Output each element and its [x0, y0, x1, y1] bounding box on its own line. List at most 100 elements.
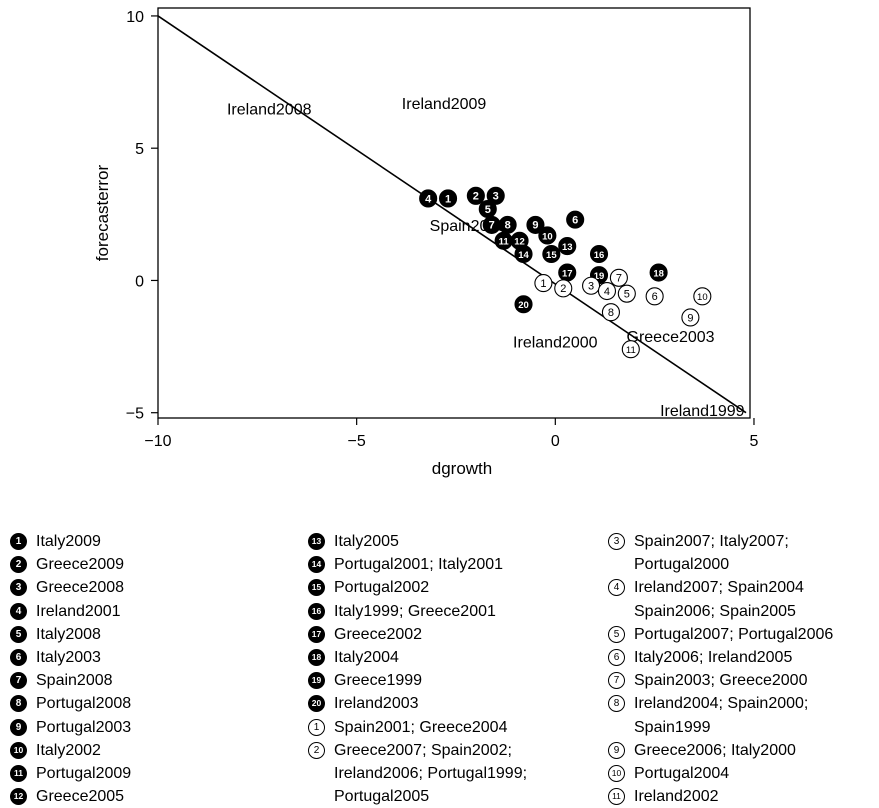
- marker-number: 7: [616, 273, 622, 285]
- legend-entry: 4 Ireland2007; Spain2004 Spain2006; Spain…: [608, 576, 878, 622]
- marker-number: 3: [493, 191, 499, 203]
- scatter-marker: 4: [419, 189, 438, 208]
- marker-number: 5: [624, 288, 630, 300]
- scatter-marker: 5: [617, 284, 636, 303]
- legend-label: Portugal2007; Portugal2006: [634, 625, 834, 643]
- y-axis-label: forecasterror: [93, 164, 112, 261]
- legend-label: Italy2006; Ireland2005: [634, 649, 793, 667]
- legend-entry: 5 Italy2008: [10, 623, 280, 646]
- marker-circle: [419, 189, 438, 208]
- legend-marker: 9: [608, 741, 625, 759]
- marker-number: 7: [489, 220, 495, 232]
- legend-label: Portugal2004: [634, 765, 730, 783]
- legend-entry: 13 Italy2005: [308, 530, 598, 553]
- legend-marker: 2: [308, 741, 325, 759]
- text-point: Ireland2000: [513, 334, 598, 351]
- scatter-marker: 8: [601, 303, 620, 322]
- marker-number: 4: [604, 286, 610, 298]
- legend-label: Italy2009: [36, 533, 101, 550]
- marker-circle: [486, 186, 505, 205]
- x-axis: −10 −5 0 5: [144, 418, 759, 450]
- marker-number: 6: [572, 214, 578, 226]
- legend-marker: 19: [308, 672, 325, 690]
- marker-circle: [609, 268, 628, 287]
- legend-entry: 10 Italy2002: [10, 739, 280, 762]
- text-point: Ireland2008: [227, 102, 312, 119]
- marker-number: 17: [562, 268, 573, 279]
- legend-entry: 7 Spain2003; Greece2000: [608, 669, 878, 692]
- legend-label: Greece2007; Spain2002; Ireland2006; Port…: [334, 741, 528, 806]
- x-tick-label: 5: [750, 433, 759, 450]
- legend-marker: 6: [608, 649, 625, 667]
- marker-number: 8: [608, 307, 614, 319]
- marker-circle: [514, 295, 533, 314]
- marker-circle: [621, 340, 640, 359]
- legend-marker: 6: [10, 649, 27, 667]
- scatter-marker: 7: [609, 268, 628, 287]
- legend-label: Greece2009: [36, 556, 125, 574]
- marker-number: 18: [653, 268, 664, 279]
- y-tick-label: 5: [135, 141, 144, 158]
- legend-entry: 12 Greece2005: [10, 785, 280, 808]
- legend-marker: 15: [308, 579, 325, 597]
- marker-number: 15: [546, 250, 557, 261]
- legend-label: Spain2007; Italy2007; Portugal2000: [634, 533, 789, 574]
- marker-number: 2: [473, 191, 479, 203]
- legend-marker: 1: [308, 718, 325, 736]
- legend-marker: 5: [608, 625, 625, 643]
- legend-entry: 18 Italy2004: [308, 646, 598, 669]
- legend-marker: 11: [10, 765, 27, 783]
- marker-circle: [601, 303, 620, 322]
- scatter-marker: 9: [526, 215, 545, 234]
- scatter-marker: 4: [597, 281, 617, 301]
- scatter-marker: 11: [494, 231, 513, 250]
- legend-label: Greece2005: [36, 788, 125, 806]
- marker-number: 9: [532, 220, 538, 232]
- legend-label: Italy2008: [36, 625, 101, 643]
- legend-label: Spain2003; Greece2000: [634, 672, 808, 690]
- scatter-marker: 17: [558, 263, 577, 282]
- y-tick-label: −5: [126, 406, 144, 423]
- legend-entry: 2 Greece2009: [10, 553, 280, 576]
- legend-entry: 6 Italy2006; Ireland2005: [608, 646, 878, 669]
- marker-number: 14: [518, 250, 529, 261]
- legend-entry: 16 Italy1999; Greece2001: [308, 600, 598, 623]
- legend-marker: 4: [608, 579, 625, 597]
- legend-marker: 3: [10, 579, 27, 597]
- legend-label: Spain2008: [36, 672, 113, 690]
- legend-entry: 14 Portugal2001; Italy2001: [308, 553, 598, 576]
- scatter-marker: 16: [589, 244, 609, 264]
- y-tick-label: 10: [126, 9, 144, 26]
- legend-column-3: 3 Spain2007; Italy2007; Portugal2000 4 Irel…: [608, 530, 878, 808]
- legend-entry: 9 Portugal2003: [10, 716, 280, 739]
- marker-circle: [538, 226, 557, 245]
- legend-label: Italy2005: [334, 533, 399, 550]
- legend-label: Ireland2007; Spain2004 Spain2006; Spain2…: [634, 579, 804, 620]
- legend-entry: 11 Portugal2009: [10, 762, 280, 785]
- legend-label: Portugal2002: [334, 579, 430, 597]
- legend-label: Portugal2001; Italy2001: [334, 556, 504, 574]
- legend-marker: 11: [608, 788, 625, 806]
- legend-entry: 2 Greece2007; Spain2002; Ireland2006; Por…: [308, 739, 598, 808]
- scatter-marker: 15: [542, 244, 561, 264]
- x-axis-label: dgrowth: [432, 459, 492, 478]
- legend-label: Greece1999: [334, 672, 423, 690]
- scatter-marker: 7: [482, 215, 501, 234]
- x-tick-label: −10: [144, 433, 171, 450]
- scatter-marker: 18: [649, 263, 668, 282]
- marker-circle: [534, 274, 553, 293]
- legend-label: Portugal2008: [36, 695, 132, 713]
- scatter-marker: 1: [534, 274, 553, 293]
- scatter-marker: 20: [514, 295, 533, 314]
- legend-marker: 2: [10, 556, 27, 574]
- legend-label: Greece2008: [36, 579, 125, 597]
- legend-marker: 5: [10, 625, 27, 643]
- legend-label: Portugal2003: [36, 718, 132, 736]
- legend-marker: 3: [608, 533, 625, 550]
- legend-entry: 20 Ireland2003: [308, 692, 598, 715]
- scatter-marker: 1: [438, 189, 458, 208]
- marker-number: 3: [588, 281, 594, 293]
- legend-marker: 16: [308, 602, 325, 620]
- marker-circle: [542, 244, 561, 264]
